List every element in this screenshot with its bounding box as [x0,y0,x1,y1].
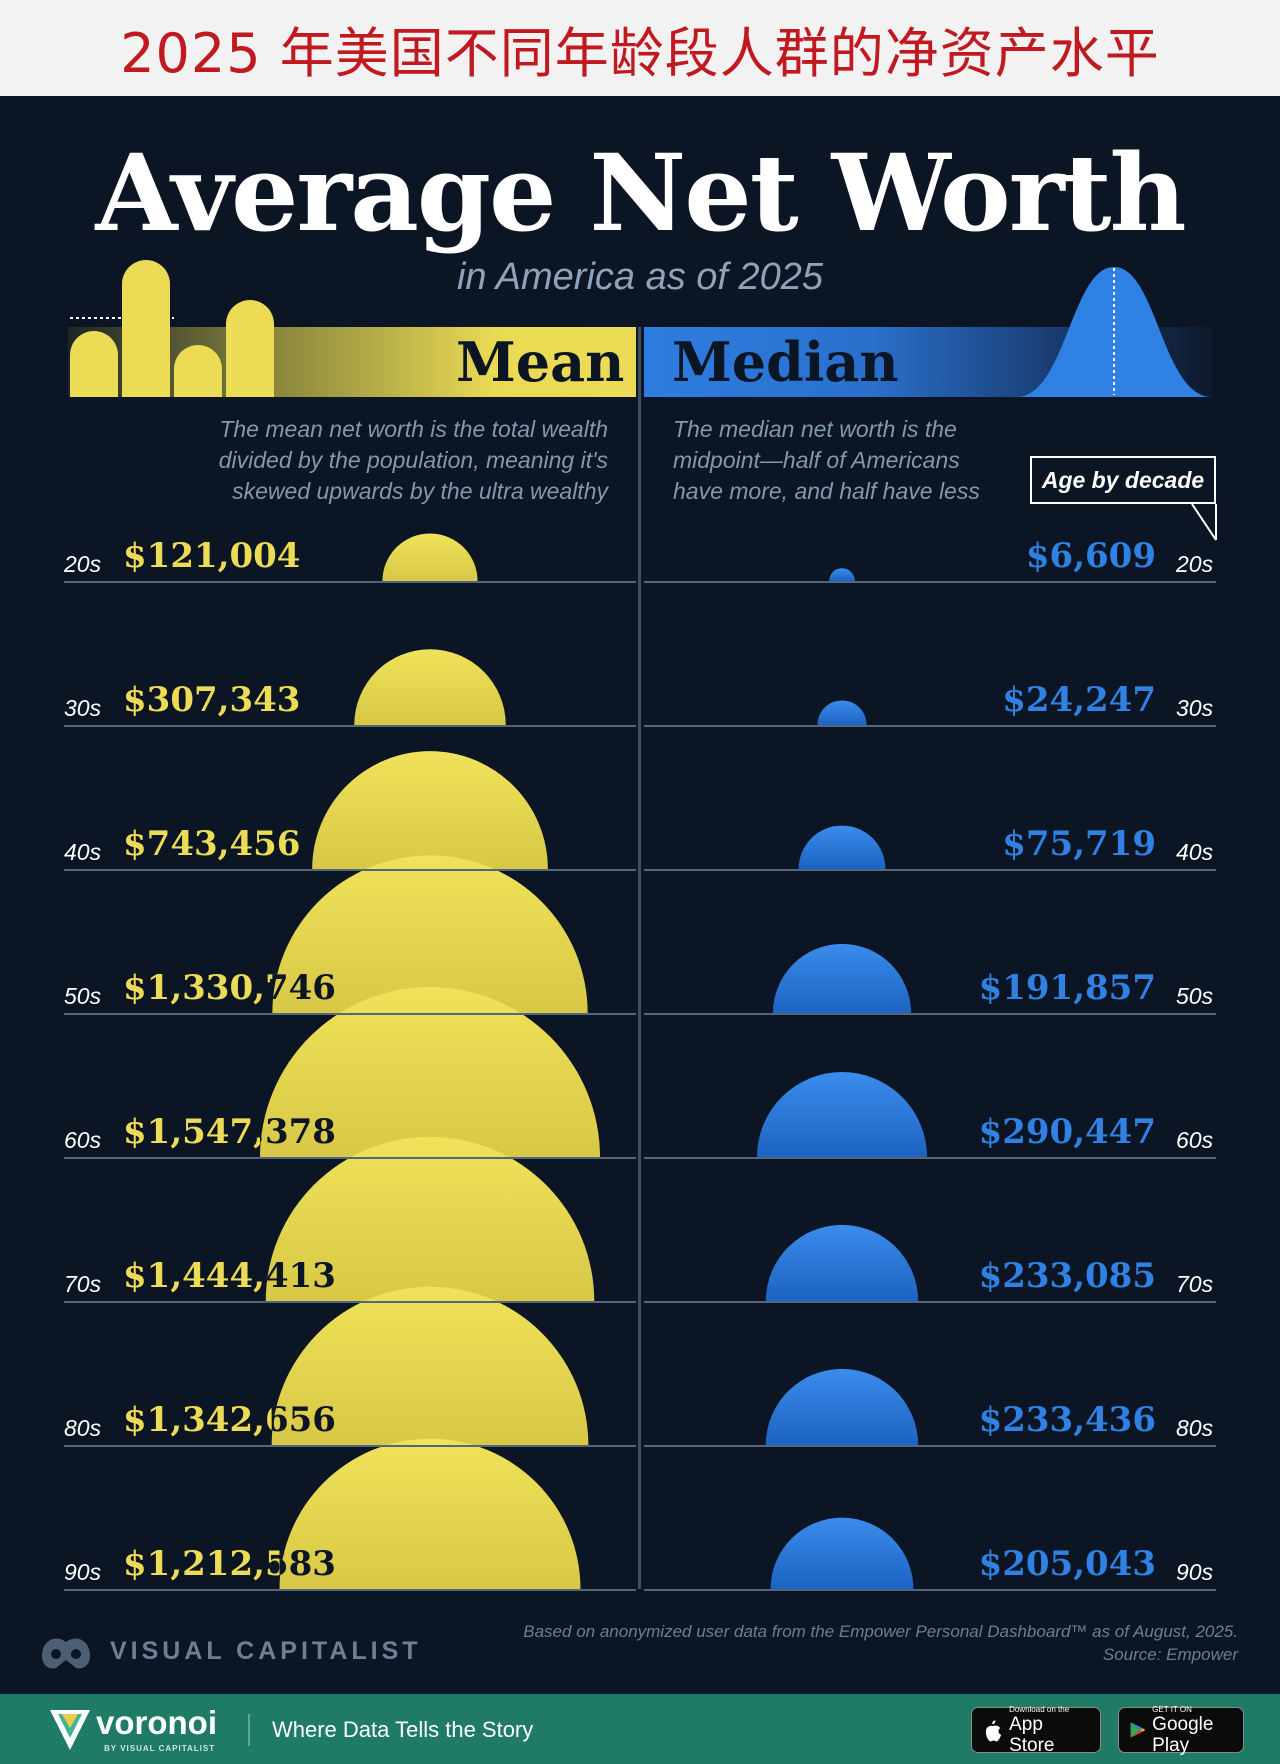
median-value-90s: $205,043 [978,1544,1156,1584]
brand-name: VISUAL CAPITALIST [110,1636,422,1665]
mean-dome-20s [382,533,478,581]
mean-value-70s: $1,444,413 [123,1256,336,1296]
age-label-left: 40s [64,839,102,865]
mean-value-30s: $307,343 [123,680,301,720]
mean-value-90s: $1,212,583 [123,1544,336,1584]
mean-row-line [64,581,636,583]
mean-row-line [64,1301,636,1303]
mean-value-80s: $1,342,656 [123,1400,336,1440]
mean-value-60s: $1,547,378 [123,1112,336,1152]
age-legend-box: Age by decade [1030,456,1216,504]
median-row-line [644,1445,1216,1447]
top-banner: 2025 年美国不同年龄段人群的净资产水平 [0,0,1280,96]
mean-description: The mean net worth is the total wealth d… [218,416,608,504]
median-dome-90s [770,1517,914,1589]
median-dome-50s [772,943,912,1013]
mean-value-50s: $1,330,746 [123,968,336,1008]
chart-title: Average Net Worth [95,130,1186,255]
bell-curve-icon [1016,267,1212,397]
age-label-right: 70s [1176,1271,1214,1297]
median-row-line [644,1589,1216,1591]
apple-icon [985,1720,1002,1742]
age-label-right: 90s [1176,1559,1214,1585]
google-play-icon [1130,1722,1146,1738]
median-value-70s: $233,085 [978,1256,1156,1296]
mean-row-line [64,1589,636,1591]
mean-value-overlay-60s: $1,547,378 [260,1115,336,1149]
age-label-right: 80s [1176,1415,1214,1441]
median-row-line [644,1157,1216,1159]
median-row-line [644,869,1216,871]
visual-capitalist-logo-icon [42,1638,90,1669]
median-description: The median net worth is the midpoint—hal… [673,416,980,504]
median-dome-80s [765,1368,919,1445]
median-row-line [644,1013,1216,1015]
mean-row-line [64,725,636,727]
tagline: Where Data Tells the Story [272,1717,534,1742]
voronoi-logo-icon [50,1710,90,1750]
age-label-right: 50s [1176,983,1214,1009]
median-dome-20s [829,568,855,581]
median-dome-70s [765,1224,919,1301]
mean-row-line [64,1157,636,1159]
footer-separator [248,1714,250,1746]
mean-value-overlay-90s: $1,212,583 [279,1547,335,1581]
age-label-left: 20s [64,551,102,577]
age-label-right: 20s [1176,551,1214,577]
mean-value-overlay-50s: $1,330,746 [272,971,336,1005]
mean-dome-90s [279,1438,581,1589]
banner-title: 2025 年美国不同年龄段人群的净资产水平 [120,21,1160,85]
mean-dome-60s [260,987,600,1157]
median-row-line [644,581,1216,583]
median-row-line [644,725,1216,727]
visual-capitalist-brand: VISUAL CAPITALIST [38,1630,422,1672]
mean-dome-30s [354,649,506,725]
age-label-left: 50s [64,983,102,1009]
median-value-50s: $191,857 [978,968,1156,1008]
mean-dome-70s [265,1136,595,1301]
median-label: Median [672,330,899,394]
google-play-button[interactable]: GET IT ON Google Play [1118,1705,1244,1756]
age-label-left: 60s [64,1127,102,1153]
median-value-20s: $6,609 [1025,536,1156,576]
voronoi-wordmark: voronoi [96,1704,217,1741]
mean-dome-40s [312,751,548,869]
mean-value-20s: $121,004 [123,536,301,576]
mean-label: Mean [456,330,625,394]
median-dome-30s [817,700,867,725]
median-dome-60s [757,1072,927,1157]
mean-row-line [64,1445,636,1447]
median-row-line [644,1301,1216,1303]
median-dome-40s [798,825,886,869]
mean-row-line [64,869,636,871]
median-value-80s: $233,436 [978,1400,1156,1440]
mean-row-line [64,1013,636,1015]
voronoi-subtitle: BY VISUAL CAPITALIST [104,1744,216,1753]
mean-value-overlay-80s: $1,342,656 [272,1403,336,1437]
median-value-30s: $24,247 [1002,680,1156,720]
source-note: Based on anonymized user data from the E… [523,1622,1238,1664]
bars-icon [70,260,274,397]
age-label-right: 40s [1176,839,1214,865]
median-value-60s: $290,447 [978,1112,1156,1152]
mean-value-overlay-70s: $1,444,413 [266,1259,336,1293]
chart-subtitle: in America as of 2025 [456,256,824,298]
median-value-40s: $75,719 [1002,824,1156,864]
age-legend-pointer [1191,504,1217,541]
age-label-left: 70s [64,1271,102,1297]
app-store-button[interactable]: Download on the App Store [971,1705,1101,1756]
age-label-right: 60s [1176,1127,1214,1153]
mean-value-40s: $743,456 [123,824,301,864]
mean-dome-50s [272,855,588,1013]
mean-dome-80s [271,1286,589,1445]
age-label-right: 30s [1176,695,1214,721]
age-label-left: 30s [64,695,102,721]
age-label-left: 80s [64,1415,102,1441]
footer-bar: voronoi BY VISUAL CAPITALIST Where Data … [0,1694,1280,1764]
center-divider [638,327,641,1589]
age-label-left: 90s [64,1559,102,1585]
